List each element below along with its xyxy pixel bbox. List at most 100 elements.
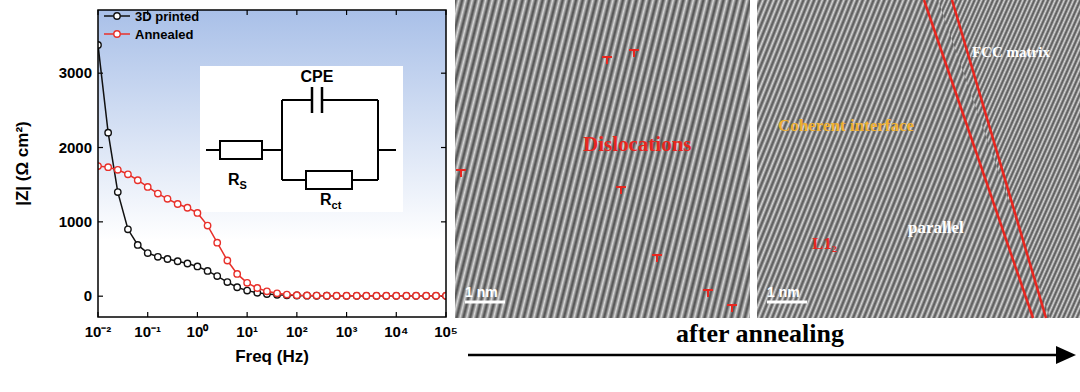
series-marker — [393, 293, 399, 299]
series-marker — [284, 292, 290, 298]
lattice-image — [455, 0, 750, 318]
scale-bar — [767, 301, 807, 304]
series-marker — [125, 226, 131, 232]
inset-box — [200, 66, 403, 212]
wire — [377, 100, 379, 180]
rct-label: Rct — [320, 191, 342, 211]
series-marker — [413, 293, 419, 299]
x-tick-label: 10⁵ — [434, 323, 458, 340]
wire — [322, 99, 378, 101]
series-marker — [194, 263, 200, 269]
series-marker — [264, 288, 270, 294]
series-marker — [313, 293, 319, 299]
y-axis-label: |Z| (Ω cm²) — [13, 121, 32, 206]
series-marker — [164, 256, 170, 262]
series-marker — [214, 239, 220, 245]
series-marker — [363, 293, 369, 299]
series-marker — [155, 190, 161, 196]
wire — [262, 149, 282, 151]
series-marker — [254, 285, 260, 291]
cpe-plate — [311, 87, 314, 113]
series-marker — [145, 184, 151, 190]
interface-label: Coherent interface — [778, 116, 915, 135]
x-tick-label: 10⁰ — [187, 323, 210, 340]
series-marker — [403, 293, 409, 299]
arrow-label: after annealing — [676, 319, 844, 348]
series-marker — [105, 164, 111, 170]
wire — [282, 179, 306, 181]
series-marker — [413, 293, 419, 299]
dislocation-label: Dislocations — [583, 132, 692, 156]
series-marker — [294, 292, 300, 298]
series-marker — [224, 257, 230, 263]
series-marker — [234, 284, 240, 290]
figure-root: 10⁻² 10⁻¹ 10⁰ 10¹ 10² 10³ 10⁴ 10⁵ 0 1000 2000 3000 F… — [0, 0, 1080, 392]
series-marker — [145, 250, 151, 256]
series-marker — [383, 293, 389, 299]
series-marker — [343, 293, 349, 299]
series-marker — [184, 205, 190, 211]
matrix-region — [938, 0, 1080, 318]
legend: 3D printedAnnealed — [104, 9, 199, 42]
series-marker — [324, 293, 330, 299]
series-marker — [135, 177, 141, 183]
series-marker — [373, 293, 379, 299]
series-marker — [423, 293, 429, 299]
scale-bar — [465, 301, 505, 304]
x-tick-label: 10⁻² — [85, 323, 112, 340]
series-marker — [284, 291, 290, 297]
wire — [206, 149, 220, 151]
series-marker — [244, 287, 250, 293]
series-marker — [234, 271, 240, 277]
relation-label: parallel — [908, 218, 964, 237]
series-marker — [184, 260, 190, 266]
dislocation-symbol — [707, 290, 709, 297]
series-line — [98, 45, 446, 296]
series-marker — [354, 293, 360, 299]
resistor-rs — [220, 141, 262, 159]
y-tick-label: 3000 — [59, 64, 92, 81]
legend-label: Annealed — [135, 27, 194, 42]
data-group — [98, 42, 446, 299]
arrow-shaft — [468, 354, 1060, 357]
series-marker — [373, 293, 379, 299]
dislocation-symbol — [460, 170, 462, 177]
series-marker — [204, 222, 210, 228]
plot-background — [98, 10, 446, 317]
series-marker — [204, 268, 210, 274]
x-tick-label: 10³ — [336, 323, 358, 340]
phase-label: L1₂ — [812, 234, 837, 253]
dislocation-symbol — [606, 57, 608, 64]
y-tick-label: 0 — [84, 287, 92, 304]
x-tick-label: 10⁴ — [384, 323, 408, 340]
x-tick-label: 10² — [286, 323, 308, 340]
hrtem-panel-2: FCC matrixCoherent interfaceparallelL1₂1… — [757, 0, 1080, 318]
rs-sub: S — [240, 179, 247, 191]
series-marker — [105, 129, 111, 135]
series-marker — [115, 189, 121, 195]
x-axis-label: Freq (Hz) — [235, 347, 309, 366]
wire — [282, 99, 312, 101]
dislocation-symbol — [620, 187, 622, 194]
dislocation-symbol — [656, 255, 658, 262]
series-marker — [135, 242, 141, 248]
cpe-plate — [321, 87, 324, 113]
series-marker — [115, 167, 121, 173]
series-marker — [214, 273, 220, 279]
y-tick-label: 2000 — [59, 139, 92, 156]
figure: 10⁻² 10⁻¹ 10⁰ 10¹ 10² 10³ 10⁴ 10⁵ 0 1000 2000 3000 F… — [0, 0, 1080, 392]
scale-bar-label: 1 nm — [465, 284, 498, 300]
series-marker — [333, 293, 339, 299]
series-marker — [393, 293, 399, 299]
hrtem-panel-1: Dislocations 1 nm — [455, 0, 750, 318]
series-line — [98, 166, 446, 296]
x-tick-label: 10⁻¹ — [134, 323, 161, 340]
y-tick-label: 1000 — [59, 213, 92, 230]
series-marker — [383, 293, 389, 299]
rs-label: RS — [228, 171, 247, 191]
cpe-label: CPE — [301, 68, 334, 85]
dislocation-symbol — [731, 305, 733, 312]
wire — [281, 100, 283, 180]
arrow-head — [1056, 346, 1076, 364]
x-tick-label: 10¹ — [236, 323, 258, 340]
